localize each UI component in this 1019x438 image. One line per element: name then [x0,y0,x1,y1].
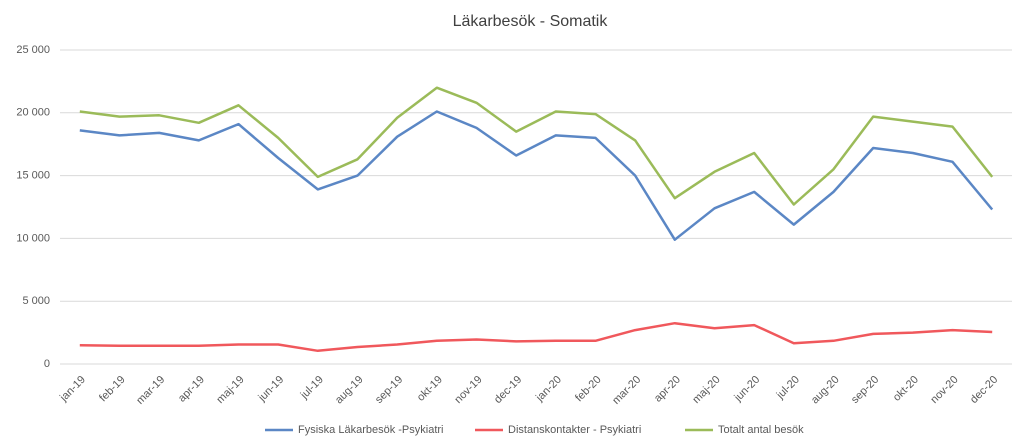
y-tick-label: 10 000 [16,232,50,244]
y-tick-label: 0 [44,358,50,370]
legend-label: Fysiska Läkarbesök -Psykiatri [298,424,444,436]
series-line [79,110,994,241]
y-tick-label: 15 000 [16,170,50,182]
series-line [79,86,994,206]
chart-title: Läkarbesök - Somatik [453,13,609,30]
y-tick-label: 25 000 [16,44,50,56]
y-tick-label: 5 000 [22,295,50,307]
y-tick-label: 20 000 [16,107,50,119]
legend-label: Totalt antal besök [718,424,804,436]
legend-label: Distanskontakter - Psykiatri [508,424,641,436]
series-line [79,321,993,353]
